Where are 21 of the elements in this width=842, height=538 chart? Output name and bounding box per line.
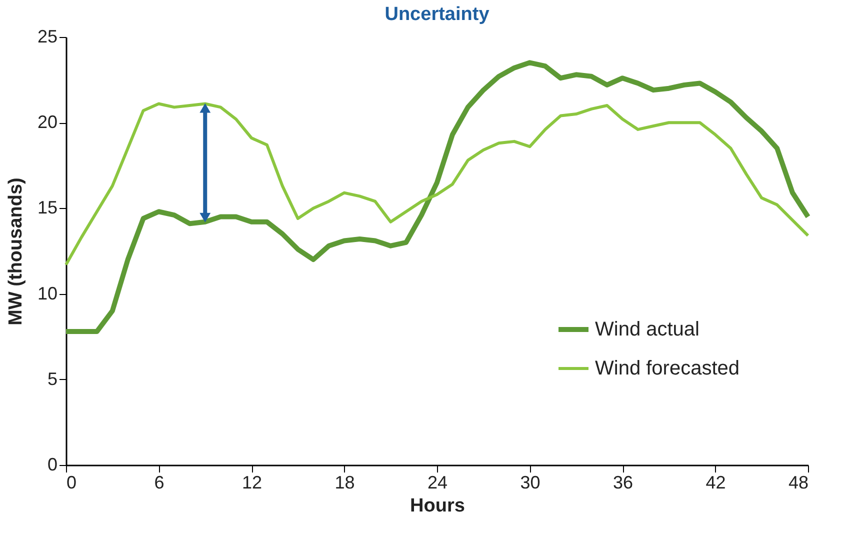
x-axis-title: Hours (410, 496, 465, 516)
y-tick-label: 10 (37, 283, 58, 304)
chart-title: Uncertainty (384, 4, 490, 25)
line-series (64, 102, 810, 266)
y-tick-label: 5 (47, 368, 58, 389)
x-tick-label: 42 (706, 472, 726, 492)
x-tick-label: 12 (242, 472, 262, 492)
legend-label: Wind forecasted (595, 358, 740, 380)
y-axis-title: MW (thousands) (5, 178, 26, 326)
y-tick-label: 15 (37, 198, 58, 218)
x-tick-label: 6 (154, 472, 164, 492)
x-tick-label: 24 (427, 472, 448, 492)
x-tick-label: 30 (520, 472, 540, 492)
y-tick-label: 20 (37, 112, 58, 132)
y-tick-label: 0 (47, 454, 58, 474)
x-tick-label: 48 (788, 472, 808, 492)
x-tick-label: 18 (334, 472, 355, 492)
y-tick-label: 25 (37, 26, 58, 46)
x-tick-label: 0 (66, 472, 77, 492)
x-tick-label: 36 (612, 472, 634, 492)
legend-label: Wind actual (595, 318, 700, 340)
